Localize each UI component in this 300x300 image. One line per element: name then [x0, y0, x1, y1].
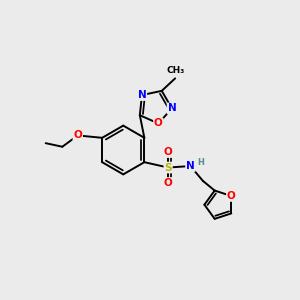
- Text: O: O: [154, 118, 163, 128]
- Text: O: O: [227, 191, 236, 201]
- Text: N: N: [186, 161, 195, 171]
- Text: N: N: [167, 103, 176, 113]
- Text: S: S: [164, 163, 172, 172]
- Text: O: O: [164, 147, 172, 157]
- Text: N: N: [138, 90, 146, 100]
- Text: CH₃: CH₃: [167, 66, 185, 75]
- Text: H: H: [197, 158, 204, 167]
- Text: O: O: [164, 178, 172, 188]
- Text: O: O: [74, 130, 82, 140]
